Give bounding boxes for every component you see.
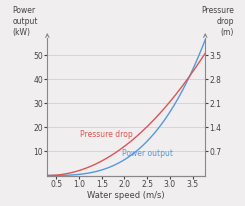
X-axis label: Water speed (m/s): Water speed (m/s)	[87, 191, 165, 200]
Text: Pressure
drop
(m): Pressure drop (m)	[201, 6, 234, 37]
Text: Power output: Power output	[122, 149, 173, 158]
Text: Power
output
(kW): Power output (kW)	[12, 6, 38, 37]
Text: Pressure drop: Pressure drop	[80, 130, 133, 139]
